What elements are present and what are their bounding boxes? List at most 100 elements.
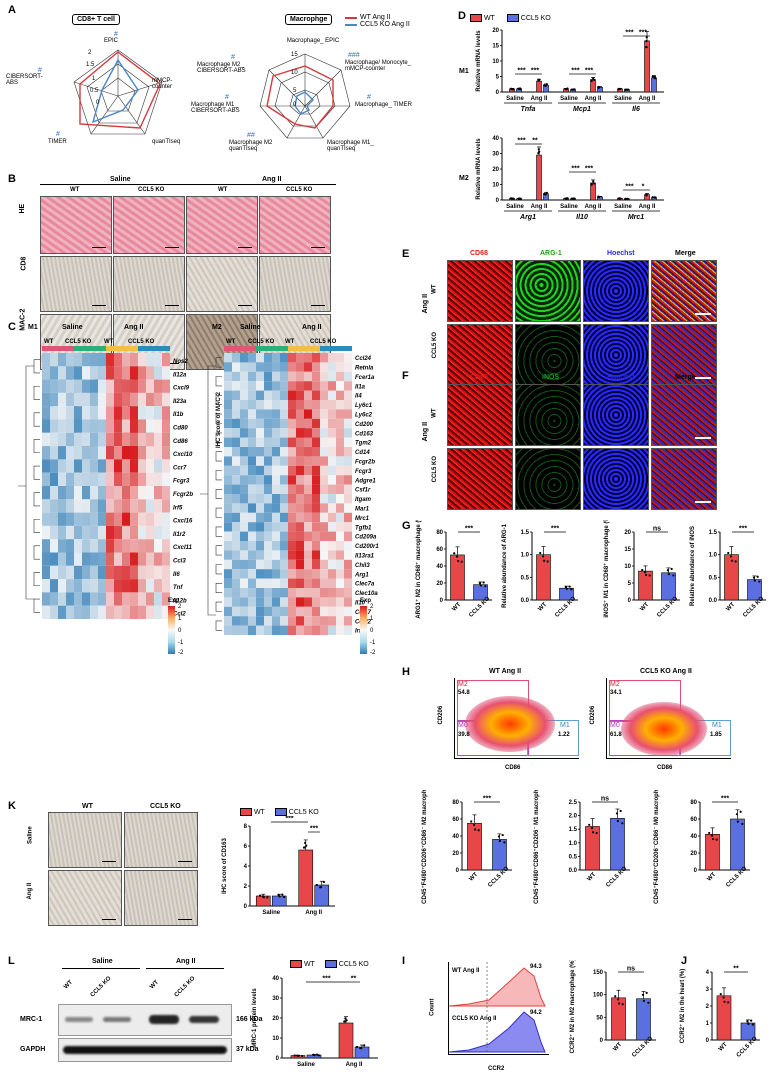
heatmap-cell	[248, 390, 256, 400]
e-col-arg1: ARG-1	[540, 250, 562, 257]
panel-letter-j: J	[681, 955, 688, 967]
e-col-cd68: CD68	[470, 250, 488, 257]
heatmap-cell	[256, 437, 264, 447]
heatmap-cell	[288, 569, 296, 579]
heatmap-cell	[66, 565, 74, 580]
heatmap-cell	[344, 447, 352, 457]
scale-tick: -1	[370, 640, 376, 646]
heatmap-cell	[122, 353, 130, 367]
data-point	[592, 180, 595, 183]
heatmap-cell	[232, 512, 240, 523]
gene-label: Il13ra1	[355, 553, 375, 559]
sig-label: ns	[601, 796, 609, 803]
heatmap-cell	[90, 592, 98, 606]
heatmap-cell	[296, 541, 304, 551]
heatmap-cell	[50, 353, 58, 367]
heatmap-cell	[82, 565, 90, 580]
heatmap-cell	[58, 406, 66, 420]
dendrogram	[215, 357, 222, 631]
heatmap-cell	[272, 522, 280, 532]
heatmap-cell	[138, 392, 146, 407]
heatmap-cell	[264, 390, 272, 400]
data-point	[741, 822, 744, 826]
bar	[492, 839, 507, 871]
heatmap-cell	[248, 400, 256, 410]
data-point	[277, 893, 280, 897]
h-title-ko: CCL5 KO Ang II	[640, 668, 692, 675]
heatmap-cell	[256, 428, 264, 438]
heatmap-cell	[106, 366, 114, 380]
data-point	[621, 1003, 624, 1006]
gene-label: Csf1r	[355, 488, 371, 494]
heatmap-cell	[162, 406, 170, 420]
heatmap-cell	[74, 392, 82, 407]
data-point	[648, 574, 651, 577]
heatmap-cell	[58, 459, 66, 473]
b-row-he: HE	[19, 203, 27, 214]
x-tick-label: Saline	[262, 910, 280, 916]
y-axis-label: Relative mRNA levels	[476, 30, 482, 92]
heatmap-cell	[50, 525, 58, 540]
y-tick-label: 0.5	[569, 854, 578, 860]
h-wt-m0-value: 39.8	[458, 732, 470, 738]
hoechst-fluorescence	[583, 384, 649, 446]
heatmap-cell	[272, 437, 280, 447]
heatmap-cell	[162, 379, 170, 393]
heatmap-cell	[312, 371, 320, 382]
heatmap-cell	[288, 409, 296, 419]
heatmap-cell	[224, 381, 232, 391]
heatmap-cell	[344, 362, 352, 372]
heatmap-cell	[288, 456, 296, 466]
y-tick-label: 20	[492, 28, 499, 34]
heatmap-cell	[320, 447, 328, 457]
heatmap-cell	[296, 569, 304, 579]
y-axis-label: CD45⁺F4/80⁺CD206⁻CD86⁻ M0 macrophage (%)	[653, 790, 660, 904]
heatmap-cell	[106, 499, 114, 513]
y-tick-label: 0	[496, 90, 500, 96]
data-point	[729, 555, 733, 558]
he-image	[113, 196, 185, 254]
l-lane-ko: CCL5 KO	[173, 975, 197, 999]
western-blot-gapdh	[58, 1038, 232, 1062]
heatmap-cell	[304, 569, 312, 579]
heatmap-cell	[138, 379, 146, 393]
group-bar	[50, 346, 58, 351]
data-point	[301, 1054, 304, 1058]
heatmap-cell	[288, 353, 296, 363]
heatmap-cell	[114, 406, 122, 420]
data-point	[672, 574, 675, 577]
c-saline: Saline	[240, 324, 261, 331]
radar-cd8: CD8+ T cell EPIC mMCP-counter quanTIseq …	[6, 14, 188, 164]
heatmap-cell	[264, 597, 272, 607]
heatmap-cell	[98, 459, 106, 473]
heatmap-cell	[106, 552, 114, 566]
data-point	[641, 993, 645, 996]
panel-letter-d: D	[458, 10, 466, 22]
group-bar	[42, 346, 50, 351]
heatmap-cell	[336, 512, 344, 523]
heatmap-cell	[272, 484, 280, 494]
e-angii: Ang II	[422, 293, 430, 314]
y-tick-label: 40	[436, 564, 443, 570]
data-point	[750, 1019, 753, 1022]
data-point	[614, 995, 617, 998]
heatmap-cell	[74, 525, 82, 540]
heatmap-cell	[98, 486, 106, 500]
gene-label: Ccr7	[173, 465, 187, 471]
heatmap-cell	[50, 392, 58, 407]
heatmap-cell	[90, 379, 98, 393]
heatmap-cell	[320, 437, 328, 447]
radar-mac-tick-10: 10	[291, 70, 298, 76]
heatmap-cell	[248, 588, 256, 598]
heatmap-cell	[344, 409, 352, 419]
heatmap-cell	[154, 552, 162, 566]
heatmap-cell	[280, 569, 288, 579]
y-axis-label: IHC score of MAC-2	[216, 391, 222, 448]
heatmap-cell	[82, 605, 90, 619]
group-bar	[344, 346, 352, 351]
heatmap-cell	[312, 475, 320, 485]
heatmap-cell	[328, 606, 336, 617]
heatmap-cell	[320, 494, 328, 504]
heatmap-cell	[138, 525, 146, 540]
heatmap-cell	[304, 503, 312, 513]
